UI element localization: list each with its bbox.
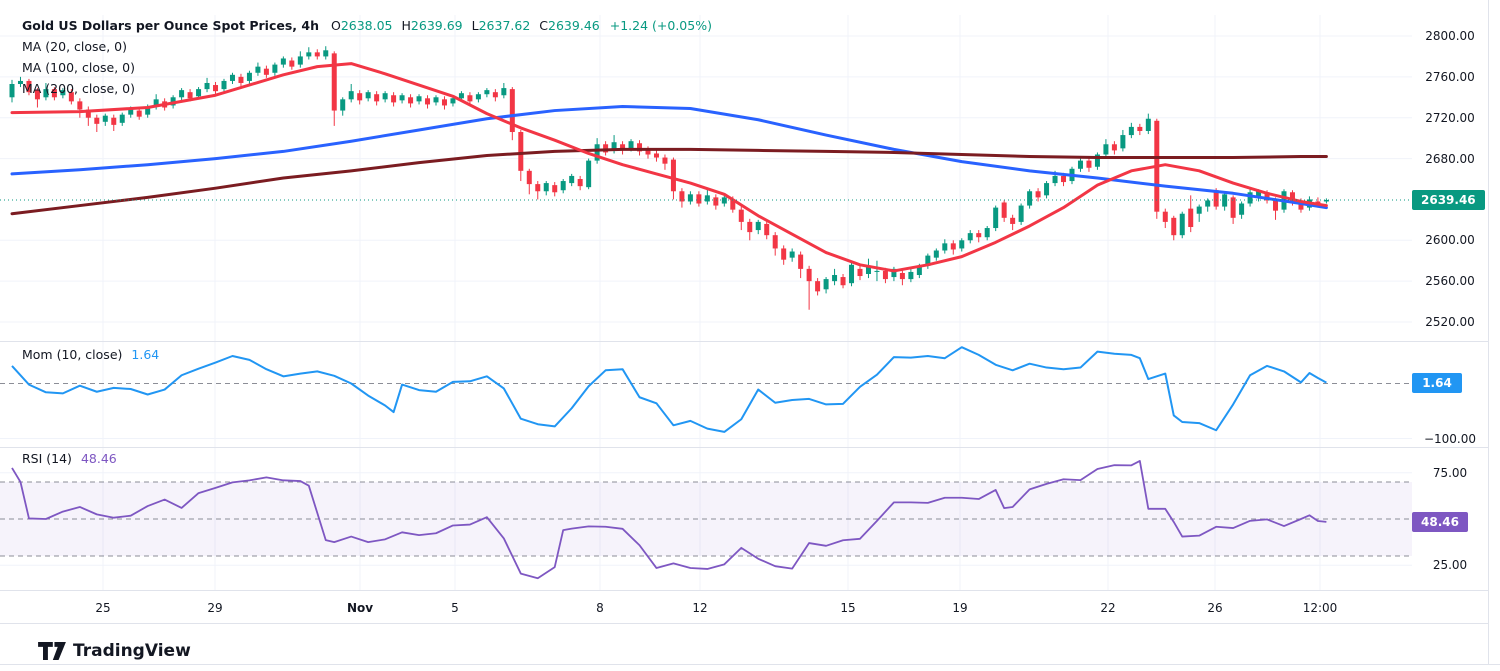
rsi-value: 48.46 xyxy=(80,451,117,466)
change-value: +1.24 (+0.05%) xyxy=(609,18,712,33)
time-axis[interactable] xyxy=(0,590,1500,623)
symbol-title: Gold US Dollars per Ounce Spot Prices, 4… xyxy=(22,18,319,33)
ma100-legend[interactable]: MA (100, close, 0) xyxy=(22,57,712,78)
time-axis-label: 29 xyxy=(207,601,223,615)
time-axis-label: 12:00 xyxy=(1302,601,1338,615)
mom-legend[interactable]: Mom (10, close) 1.64 xyxy=(22,347,159,362)
price-axis-label: 2680.00 xyxy=(1425,151,1475,166)
close-label: C xyxy=(539,18,549,33)
price-axis-label: 2800.00 xyxy=(1425,29,1475,43)
close-value: C2639.46 xyxy=(539,18,600,33)
tradingview-logo[interactable]: TradingView xyxy=(38,641,191,661)
ma20-label: MA (20, close, 0) xyxy=(22,39,128,54)
high-label: H xyxy=(401,18,411,33)
low-label: L xyxy=(471,18,479,33)
tradingview-logo-text: TradingView xyxy=(73,641,191,661)
symbol-row[interactable]: Gold US Dollars per Ounce Spot Prices, 4… xyxy=(22,15,712,36)
time-axis-label: 22 xyxy=(1100,601,1116,615)
price-axis-label: 2760.00 xyxy=(1425,69,1475,84)
time-axis-label: 5 xyxy=(451,601,459,615)
rsi-axis-label: 25.00 xyxy=(1432,558,1468,573)
ma20-legend[interactable]: MA (20, close, 0) xyxy=(22,36,712,57)
ma200-label: MA (200, close, 0) xyxy=(22,81,135,96)
time-axis-label: 25 xyxy=(95,601,111,615)
rsi-badge: 48.46 xyxy=(1412,511,1468,532)
mom-badge: 1.64 xyxy=(1412,372,1462,393)
time-axis-label: Nov xyxy=(346,601,374,615)
mom-value: 1.64 xyxy=(131,347,160,362)
rsi-axis-label: 75.00 xyxy=(1432,465,1468,480)
price-axis[interactable] xyxy=(1412,0,1500,590)
price-axis-label: 2720.00 xyxy=(1425,110,1475,125)
legend: Gold US Dollars per Ounce Spot Prices, 4… xyxy=(22,15,712,99)
price-axis-label: 2560.00 xyxy=(1425,274,1475,289)
open-label: O xyxy=(330,18,341,33)
price-axis-label: 2520.00 xyxy=(1425,315,1475,329)
mom-axis-label: −100.00 xyxy=(1423,431,1477,446)
ma200-legend[interactable]: MA (200, close, 0) xyxy=(22,78,712,99)
low-value: L2637.62 xyxy=(471,18,531,33)
rsi-label: RSI (14) xyxy=(22,451,72,466)
time-axis-label: 15 xyxy=(840,601,856,615)
ma100-label: MA (100, close, 0) xyxy=(22,60,135,75)
rsi-legend[interactable]: RSI (14) 48.46 xyxy=(22,451,117,466)
time-axis-label: 8 xyxy=(596,601,604,615)
mom-label: Mom (10, close) xyxy=(22,347,123,362)
time-axis-label: 19 xyxy=(952,601,968,615)
time-axis-label: 26 xyxy=(1207,601,1223,615)
tradingview-logo-icon xyxy=(38,642,66,660)
open-value: O2638.05 xyxy=(330,18,393,33)
time-axis-label: 12 xyxy=(692,601,708,615)
high-value: H2639.69 xyxy=(401,18,463,33)
price-axis-label: 2600.00 xyxy=(1425,233,1475,248)
price-badge: 2639.46 xyxy=(1412,189,1485,210)
